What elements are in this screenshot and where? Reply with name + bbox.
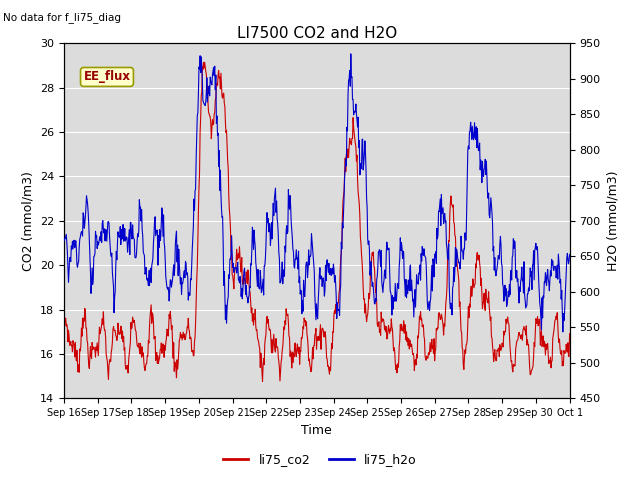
Legend: li75_co2, li75_h2o: li75_co2, li75_h2o bbox=[218, 448, 422, 471]
Y-axis label: H2O (mmol/m3): H2O (mmol/m3) bbox=[606, 170, 619, 271]
Text: EE_flux: EE_flux bbox=[83, 71, 131, 84]
X-axis label: Time: Time bbox=[301, 424, 332, 437]
Title: LI7500 CO2 and H2O: LI7500 CO2 and H2O bbox=[237, 25, 397, 41]
Y-axis label: CO2 (mmol/m3): CO2 (mmol/m3) bbox=[22, 171, 35, 271]
Text: No data for f_li75_diag: No data for f_li75_diag bbox=[3, 12, 121, 23]
